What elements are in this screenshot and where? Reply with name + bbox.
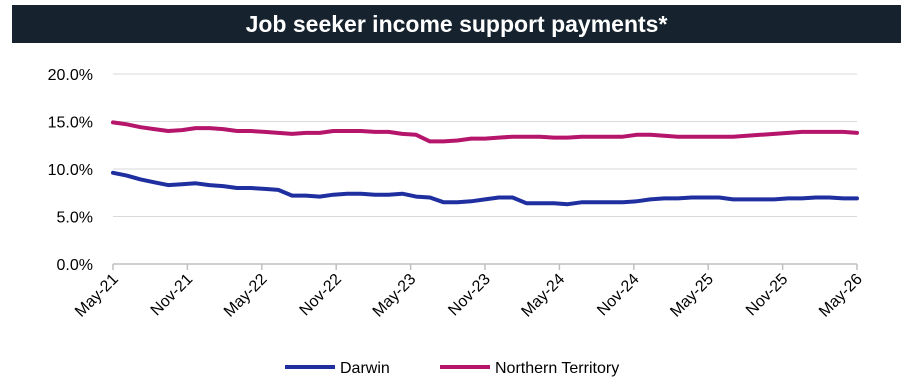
chart-title-bar: Job seeker income support payments* xyxy=(12,5,901,43)
x-tick-label: May-26 xyxy=(816,271,866,321)
x-tick-label: Nov-23 xyxy=(445,271,494,320)
series-line-northern-territory xyxy=(111,120,859,144)
x-tick-label: Nov-22 xyxy=(297,271,346,320)
y-tick-label: 15.0% xyxy=(48,115,93,132)
y-tick-label: 5.0% xyxy=(57,210,93,227)
grid-lines xyxy=(113,73,857,217)
y-tick-label: 20.0% xyxy=(48,67,93,84)
chart-title: Job seeker income support payments* xyxy=(245,10,668,37)
x-tick-label: May-25 xyxy=(667,271,717,321)
x-tick-label: May-21 xyxy=(72,271,122,321)
series-lines xyxy=(111,120,859,207)
y-tick-label: 0.0% xyxy=(57,257,93,274)
x-tick-label: Nov-21 xyxy=(148,271,197,320)
legend-label: Darwin xyxy=(340,360,390,377)
legend-label: Northern Territory xyxy=(495,360,619,377)
y-axis-ticks: 0.0% 5.0% 10.0% 15.0% 20.0% xyxy=(48,67,93,274)
x-tick-label: Nov-24 xyxy=(594,271,643,320)
x-tick-label: Nov-25 xyxy=(743,271,792,320)
x-axis: May-21 Nov-21 May-22 Nov-22 May-23 Nov-23 May-… xyxy=(72,263,866,321)
x-tick-label: May-24 xyxy=(518,271,568,321)
x-tick-label: May-23 xyxy=(370,271,420,321)
x-tick-label: May-22 xyxy=(221,271,271,321)
legend: Darwin Northern Territory xyxy=(285,360,619,377)
series-line-darwin xyxy=(111,170,859,207)
y-tick-label: 10.0% xyxy=(48,162,93,179)
